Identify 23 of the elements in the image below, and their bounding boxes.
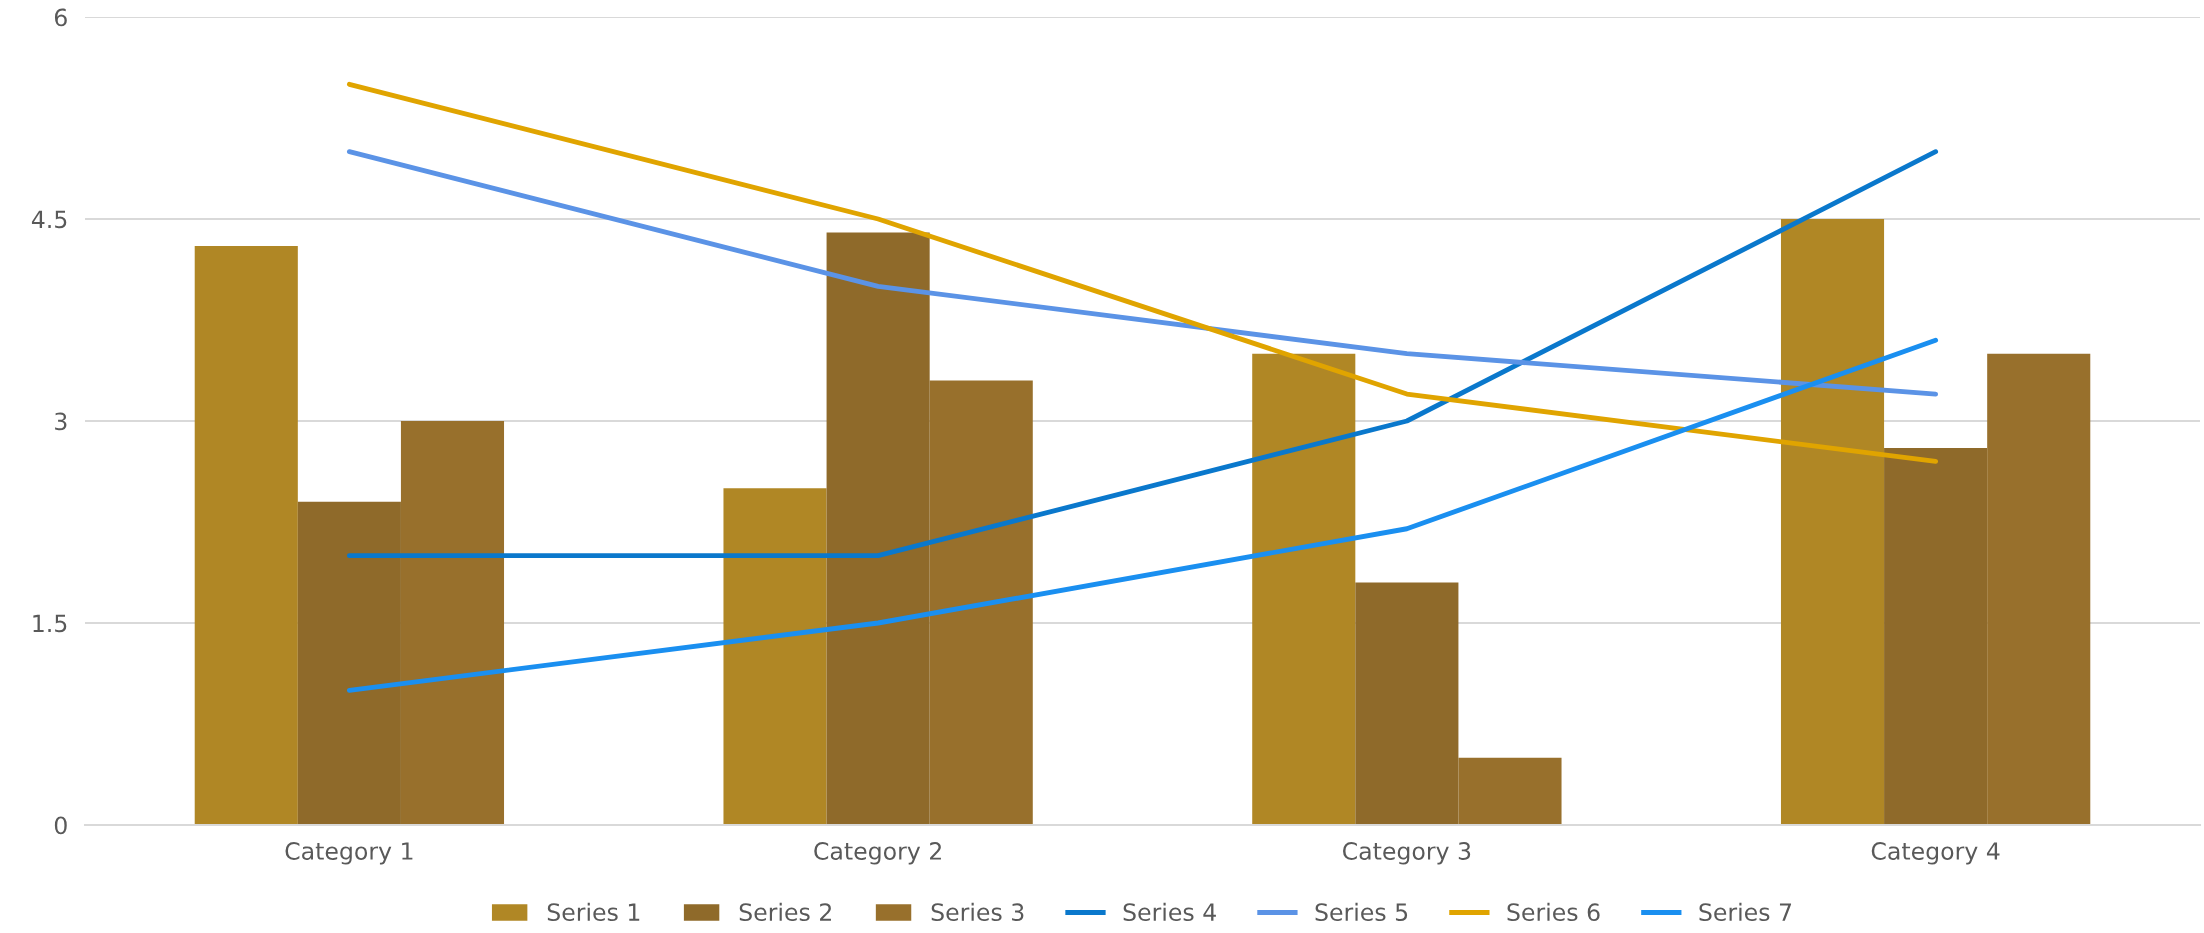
legend-label: Series 1 [547,902,640,922]
y-tick-label: 6 [54,8,67,27]
line-series [346,337,1939,693]
legend-label: Series 3 [931,902,1024,922]
x-tick-label: Category 4 [1871,842,2000,865]
legend-label: Series 2 [739,902,831,922]
bar [1252,353,1356,825]
legend-label: Series 5 [1315,902,1408,922]
line-series [346,149,1939,397]
x-tick-label: Category 2 [814,842,941,865]
bar [1780,219,1885,825]
legend-label: Series 6 [1507,902,1600,922]
y-tick-label: 4.5 [31,210,67,229]
line-series [346,81,1939,464]
bar [723,488,827,825]
y-tick-label: 3 [55,412,67,431]
y-tick-label: 1.5 [33,614,67,633]
legend-label: Series 7 [1699,902,1792,922]
x-tick-label: Category 1 [285,842,413,865]
x-tick-label: Category 3 [1343,842,1471,865]
bar [194,245,298,825]
y-tick-label: 0 [54,816,67,835]
legend-label: Series 4 [1123,902,1216,922]
